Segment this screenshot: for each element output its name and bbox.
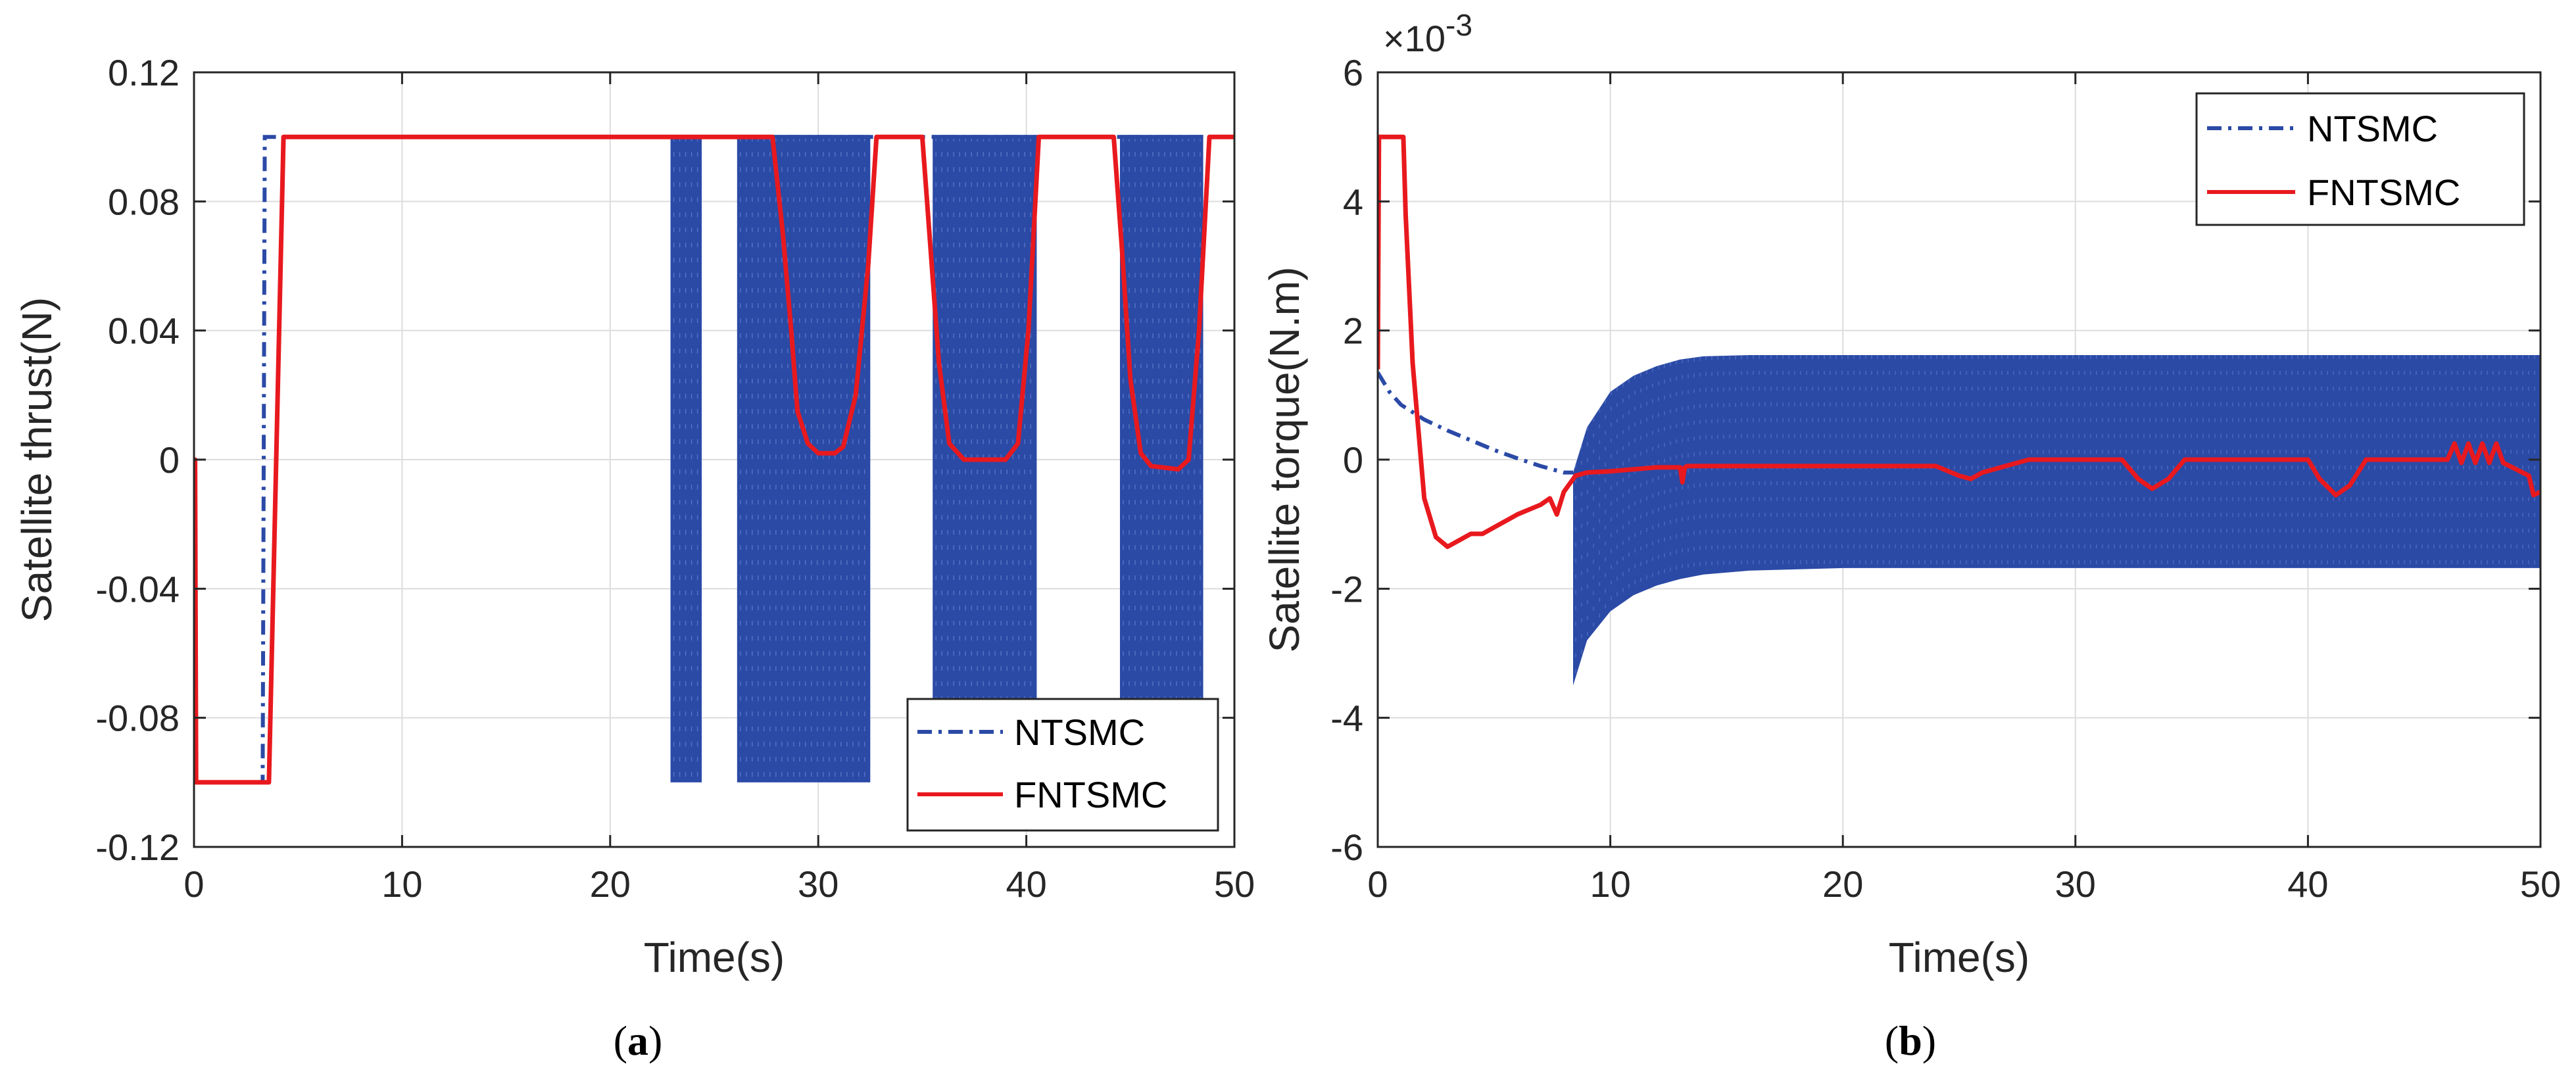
a-ytick-label: -0.12 [95,827,180,868]
fntsmc-line-a [194,134,1234,785]
fntsmc-line-b [1378,134,2540,549]
ticks-b: 0 10 20 30 40 50 -6 -4 -2 0 2 4 6 [1330,52,2561,905]
a-xtick-label: 40 [1006,863,1046,905]
legend-b: NTSMC FNTSMC [2195,92,2525,226]
legend-box-b [2195,92,2525,226]
y-exponent-label-b: ×10-3 [1383,8,1472,59]
y-multiplier: ×10 [1383,18,1446,59]
a-ytick-label: 0.12 [108,52,180,93]
a-ytick-label: -0.04 [95,568,180,610]
b-xtick-label: 30 [2055,863,2096,905]
panel-a-thrust: 0 10 20 30 40 50-0.12-0.08-0.0400.040.080.12 … [13,52,1255,1064]
ntsmc-chatter-fill [737,137,871,782]
b-ytick-label: 6 [1343,52,1363,93]
a-xtick-label: 30 [798,863,838,905]
b-ytick-label: 2 [1343,310,1363,352]
b-ytick-label: -2 [1330,568,1363,610]
a-xtick-label: 10 [381,863,422,905]
a-ytick-label: -0.08 [95,698,180,739]
b-xtick-label: 10 [1590,863,1630,905]
legend-label-fntsmc-a: FNTSMC [1014,774,1167,815]
ntsmc-chatter-envelope [1573,355,2540,686]
a-xtick-label: 50 [1214,863,1255,905]
caption-b: (b) [1885,1017,1936,1064]
a-ytick-label: 0.08 [108,181,180,222]
b-ytick-label: -6 [1330,827,1363,868]
ntsmc-chatter-band [737,135,871,782]
b-ytick-label: 0 [1343,439,1363,481]
a-xtick-label: 20 [590,863,631,905]
legend-label-ntsmc-b: NTSMC [2307,108,2438,149]
b-xtick-label: 40 [2287,863,2328,905]
y-axis-label-b: Satellite torque(N.m) [1261,267,1308,653]
x-axis-label-a: Time(s) [644,934,785,981]
legend-label-ntsmc-a: NTSMC [1014,711,1145,753]
legend-box-a [906,698,1219,832]
data-a [194,134,1234,785]
ticks-a: 0 10 20 30 40 50 -0.12 -0.08 -0.04 0 0.04 0.08 0.12 [95,52,1255,905]
panel-b-torque: 0 10 20 30 40 50 -6 -4 -2 0 2 4 6 ×10-3 Time(s) Sate… [1261,8,2561,1064]
legend-label-fntsmc-b: FNTSMC [2307,172,2460,213]
data-b [1378,134,2540,686]
b-ytick-label: 4 [1343,181,1363,222]
b-xtick-label: 0 [1367,863,1388,905]
caption-b-letter: b [1899,1017,1922,1064]
y-exponent: -3 [1446,8,1472,42]
ntsmc-line-b [1378,371,1573,475]
ntsmc-chatter-band [670,135,702,782]
grid-a [193,72,1235,848]
caption-a: (a) [614,1017,663,1064]
a-ytick-label: 0.04 [108,310,180,352]
y-axis-label-a: Satellite thrust(N) [13,297,61,622]
b-ytick-label: -4 [1330,698,1363,739]
legend-a: NTSMC FNTSMC [906,698,1219,832]
x-axis-label-b: Time(s) [1889,934,2029,981]
b-xtick-label: 20 [1822,863,1863,905]
b-xtick-label: 50 [2520,863,2561,905]
caption-a-letter: a [627,1017,648,1064]
a-xtick-label: 0 [183,863,204,905]
a-ytick-label: 0 [159,439,180,481]
